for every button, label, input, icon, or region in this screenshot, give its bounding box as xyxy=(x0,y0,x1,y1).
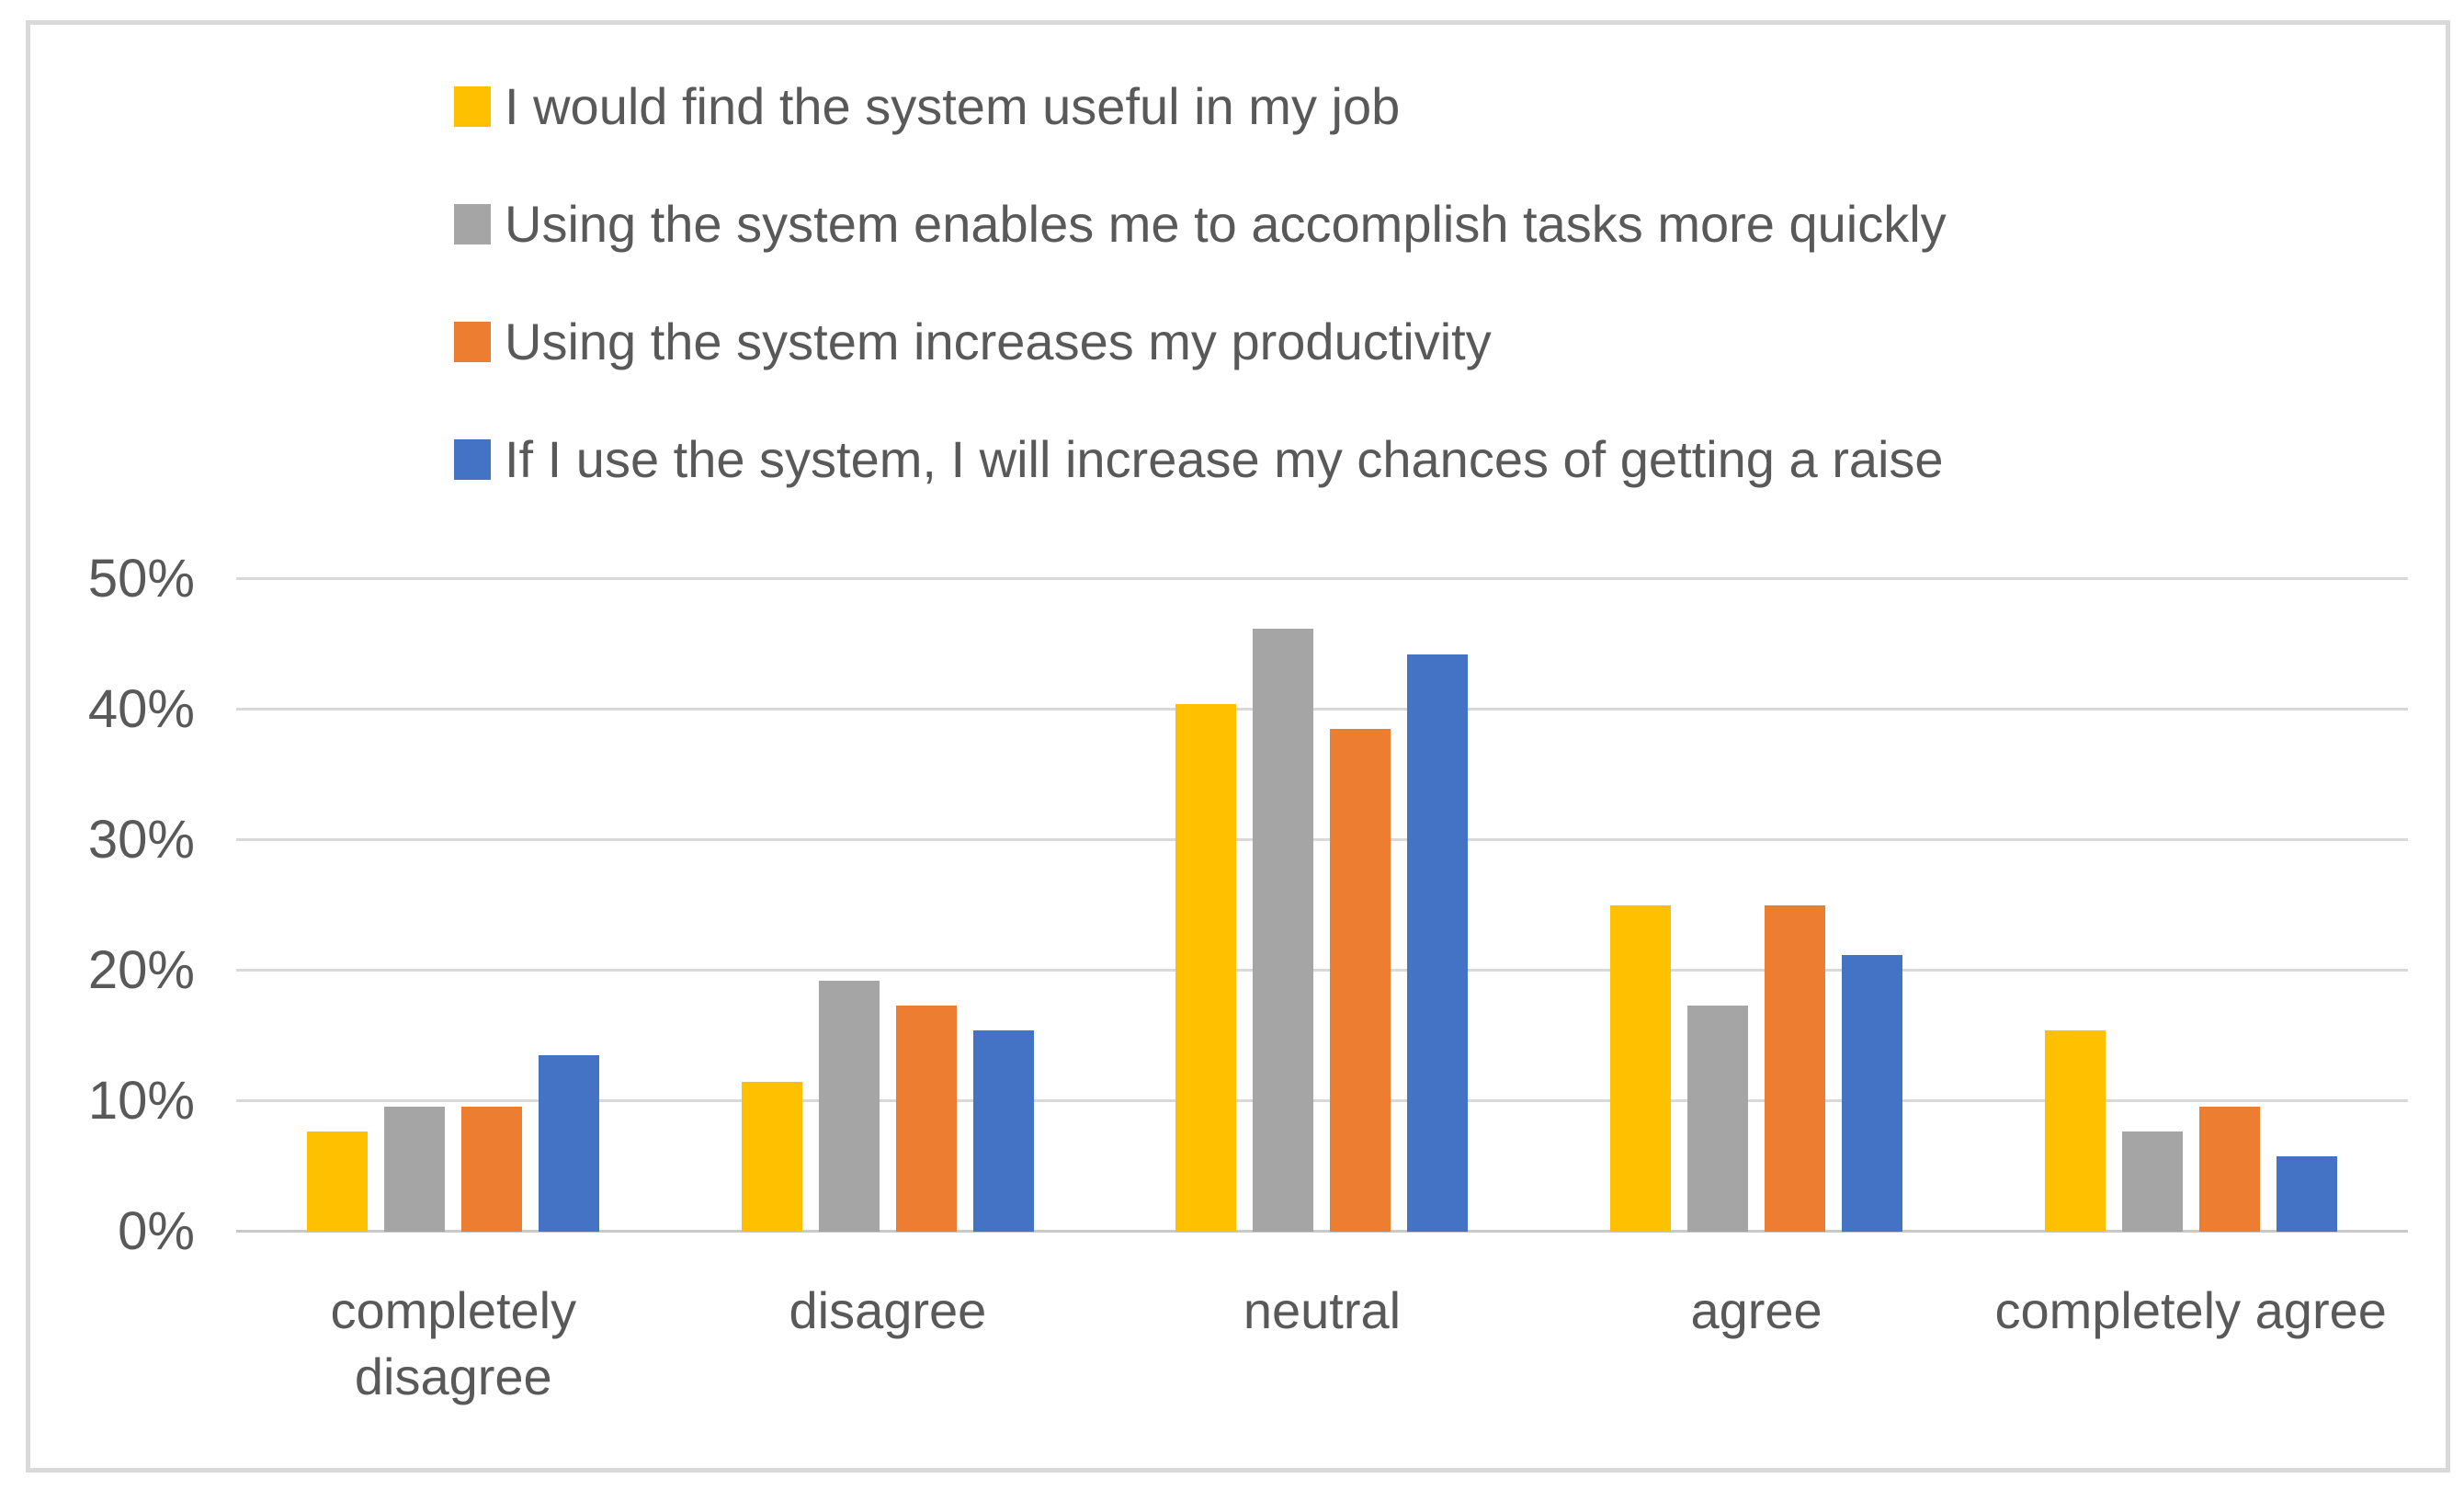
y-tick-label: 10% xyxy=(87,1071,195,1131)
bar xyxy=(1765,905,1826,1232)
bar xyxy=(818,981,880,1232)
bar-group xyxy=(1539,579,1974,1232)
x-category-label: agree xyxy=(1690,1281,1822,1339)
legend-item: Using the system increases my productivi… xyxy=(454,314,1947,370)
legend-label: I would find the system useful in my job xyxy=(505,77,1401,135)
y-tick-label: 40% xyxy=(87,679,195,739)
bar xyxy=(1687,1006,1749,1232)
bar xyxy=(1330,729,1391,1232)
bar-group xyxy=(1105,579,1539,1232)
bar-group xyxy=(236,579,671,1232)
bars-row xyxy=(236,579,2408,1232)
legend-label: If I use the system, I will increase my … xyxy=(505,430,1944,488)
bar xyxy=(895,1006,957,1232)
bar xyxy=(384,1107,446,1232)
legend-item: If I use the system, I will increase my … xyxy=(454,432,1947,487)
x-axis-line xyxy=(236,1230,2408,1233)
gridline xyxy=(236,838,2408,841)
gridline xyxy=(236,577,2408,580)
legend-label: Using the system increases my productivi… xyxy=(505,313,1492,370)
gridline xyxy=(236,708,2408,711)
bar xyxy=(539,1055,600,1232)
x-category-label: neutral xyxy=(1243,1281,1402,1339)
bar xyxy=(2276,1156,2337,1232)
bar-group xyxy=(1973,579,2408,1232)
legend-swatch-icon xyxy=(454,439,491,480)
bar xyxy=(1253,629,1314,1232)
bar xyxy=(2044,1030,2106,1232)
bar xyxy=(1842,955,1903,1232)
y-tick-label: 0% xyxy=(118,1201,195,1261)
bar xyxy=(461,1107,523,1232)
bar xyxy=(972,1030,1034,1232)
gridline xyxy=(236,969,2408,972)
y-tick-label: 50% xyxy=(87,549,195,608)
bar xyxy=(1407,654,1469,1232)
legend-swatch-icon xyxy=(454,86,491,127)
bar xyxy=(1175,704,1237,1232)
x-axis: completely disagree disagree neutral agree c… xyxy=(236,1278,2408,1410)
bar xyxy=(2121,1131,2183,1232)
plot-area xyxy=(236,577,2408,1233)
legend: I would find the system useful in my job… xyxy=(454,79,1947,550)
x-category-label: completely disagree xyxy=(330,1281,577,1405)
legend-swatch-icon xyxy=(454,204,491,244)
y-tick-label: 20% xyxy=(87,940,195,1000)
bar xyxy=(2198,1107,2260,1232)
bar xyxy=(741,1082,802,1232)
gridline xyxy=(236,1099,2408,1102)
y-tick-label: 30% xyxy=(87,810,195,870)
legend-label: Using the system enables me to accomplis… xyxy=(505,195,1947,253)
legend-item: Using the system enables me to accomplis… xyxy=(454,197,1947,252)
bar-group xyxy=(671,579,1106,1232)
x-category-label: completely agree xyxy=(1994,1281,2387,1339)
x-category-label: disagree xyxy=(789,1281,987,1339)
bar xyxy=(1610,905,1672,1232)
legend-item: I would find the system useful in my job xyxy=(454,79,1947,134)
legend-swatch-icon xyxy=(454,322,491,362)
bar xyxy=(307,1131,369,1232)
